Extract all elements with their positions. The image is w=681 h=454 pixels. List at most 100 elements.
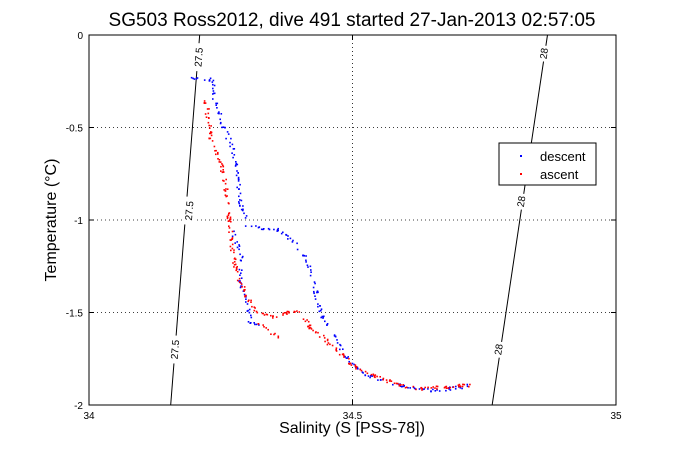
- data-point-ascent: [366, 372, 369, 375]
- data-point-descent: [236, 246, 239, 249]
- data-point-ascent: [420, 386, 423, 389]
- data-point-descent: [466, 385, 469, 388]
- data-point-descent: [317, 305, 319, 308]
- chart-title: SG503 Ross2012, dive 491 started 27-Jan-…: [109, 10, 596, 31]
- data-point-ascent: [389, 379, 391, 381]
- data-point-descent: [449, 389, 452, 391]
- data-point-descent: [339, 348, 341, 351]
- data-point-ascent: [469, 383, 471, 386]
- data-point-descent: [227, 133, 230, 135]
- data-point-descent: [242, 208, 244, 211]
- data-point-descent: [346, 357, 348, 359]
- data-point-ascent: [285, 312, 288, 315]
- data-point-descent: [235, 162, 238, 165]
- data-point-ascent: [224, 194, 227, 196]
- data-point-descent: [313, 290, 315, 293]
- data-point-ascent: [285, 311, 288, 314]
- data-point-descent: [222, 126, 225, 128]
- data-point-descent: [364, 374, 366, 376]
- data-point-ascent: [395, 382, 398, 385]
- data-point-descent: [309, 274, 312, 277]
- data-point-descent: [320, 316, 322, 319]
- data-point-descent: [190, 76, 193, 79]
- data-point-ascent: [226, 217, 229, 220]
- data-point-descent: [240, 272, 242, 274]
- data-point-descent: [244, 217, 247, 219]
- data-point-descent: [277, 229, 279, 232]
- x-tick-label: 34.5: [343, 411, 363, 422]
- data-point-descent: [213, 84, 216, 87]
- data-point-descent: [448, 388, 450, 390]
- data-point-descent: [348, 360, 350, 363]
- data-point-descent: [219, 118, 221, 121]
- data-point-descent: [309, 265, 312, 268]
- data-point-ascent: [415, 388, 417, 391]
- data-point-descent: [245, 215, 248, 217]
- data-point-ascent: [208, 127, 211, 129]
- data-point-descent: [367, 375, 370, 377]
- isopycnal-label-bg: [191, 42, 206, 72]
- data-point-ascent: [348, 357, 350, 360]
- data-point-ascent: [244, 289, 246, 291]
- data-point-ascent: [210, 131, 213, 134]
- data-point-ascent: [222, 169, 224, 171]
- data-point-descent: [238, 201, 240, 203]
- data-point-descent: [247, 321, 250, 323]
- data-point-descent: [320, 309, 322, 312]
- data-point-ascent: [359, 368, 362, 371]
- data-point-ascent: [270, 333, 272, 335]
- data-point-ascent: [434, 387, 436, 389]
- data-point-ascent: [238, 277, 241, 280]
- data-point-descent: [253, 322, 255, 324]
- data-point-descent: [203, 79, 206, 81]
- data-point-descent: [454, 388, 457, 390]
- isopycnal-label-bg: [182, 196, 197, 226]
- isopycnal-lines: 27.5 27.5 27.5 28 28 28: [167, 34, 551, 406]
- data-point-ascent: [386, 381, 388, 384]
- data-point-ascent: [293, 311, 295, 313]
- data-point-ascent: [204, 102, 207, 104]
- data-point-descent: [234, 165, 237, 167]
- data-point-descent: [305, 255, 307, 257]
- data-point-ascent: [213, 145, 216, 148]
- data-point-descent: [303, 255, 306, 257]
- data-point-ascent: [229, 218, 232, 220]
- data-point-ascent: [203, 100, 206, 102]
- data-point-ascent: [222, 171, 225, 173]
- data-point-ascent: [244, 295, 246, 298]
- data-point-ascent: [307, 320, 310, 323]
- data-point-descent: [239, 199, 241, 201]
- data-point-ascent: [324, 340, 326, 343]
- data-point-ascent: [217, 158, 219, 160]
- data-point-ascent: [343, 356, 345, 358]
- data-point-descent: [351, 362, 354, 365]
- data-point-descent: [237, 176, 240, 179]
- data-point-ascent: [265, 313, 268, 316]
- data-point-ascent: [250, 301, 252, 303]
- data-point-descent: [326, 323, 329, 325]
- data-point-ascent: [354, 364, 357, 366]
- data-point-descent: [347, 356, 349, 358]
- data-point-ascent: [247, 300, 249, 303]
- data-point-ascent: [267, 328, 269, 331]
- data-point-descent: [466, 383, 469, 386]
- data-point-ascent: [250, 299, 252, 302]
- data-point-ascent: [338, 353, 341, 356]
- data-point-descent: [320, 308, 323, 310]
- data-point-descent: [254, 323, 256, 326]
- data-point-ascent: [304, 320, 307, 323]
- data-point-ascent: [234, 263, 237, 266]
- data-point-descent: [239, 204, 241, 207]
- data-point-descent: [245, 301, 247, 303]
- data-point-ascent: [236, 268, 238, 270]
- data-point-ascent: [210, 132, 212, 135]
- data-point-ascent: [225, 178, 227, 181]
- data-point-descent: [212, 83, 214, 86]
- data-point-descent: [226, 131, 229, 133]
- y-tick-label: 0: [77, 31, 83, 42]
- data-point-descent: [255, 323, 258, 326]
- data-point-ascent: [226, 195, 228, 197]
- data-point-descent: [241, 256, 244, 259]
- data-point-descent: [314, 295, 316, 297]
- data-point-descent: [260, 228, 263, 231]
